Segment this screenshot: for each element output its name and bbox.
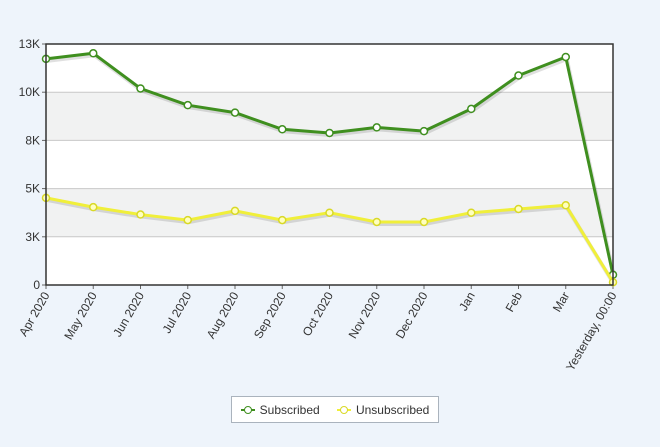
data-point-subscribed [325,128,334,138]
x-tick-label: Jun 2020 [110,289,147,339]
legend-item-subscribed[interactable]: Subscribed [240,402,320,417]
y-tick-label: 0 [33,278,40,292]
data-point-unsubscribed [467,208,476,217]
data-point-subscribed [372,123,381,132]
x-tick-label: Feb [503,289,526,314]
x-tick-label: Sep 2020 [251,289,289,341]
chart-legend: Subscribed Unsubscribed [231,396,439,423]
data-point-unsubscribed [325,208,334,217]
y-tick-label: 3K [25,230,40,244]
data-point-unsubscribed [278,215,287,225]
y-tick-label: 5K [25,182,40,196]
plot-border [45,43,614,286]
x-tick-label: Jul 2020 [160,289,195,336]
y-tick-label: 10K [19,85,40,99]
y-tick-label: 8K [25,133,40,147]
data-point-subscribed [136,84,145,93]
legend-marker-subscribed [240,405,255,415]
data-point-subscribed [419,126,429,136]
data-point-subscribed [467,104,476,114]
x-tick-label: Dec 2020 [393,289,431,341]
data-point-unsubscribed [372,217,381,227]
plot-area [46,44,613,285]
data-point-unsubscribed [561,201,570,210]
data-point-subscribed [561,52,570,62]
x-tick-label: Oct 2020 [300,289,337,338]
legend-item-unsubscribed[interactable]: Unsubscribed [336,402,430,417]
data-point-unsubscribed [419,217,429,227]
x-tick-label: May 2020 [61,289,100,342]
data-point-unsubscribed [230,206,240,216]
legend-label-unsubscribed: Unsubscribed [355,402,430,417]
x-tick-label: Aug 2020 [204,289,242,341]
data-point-unsubscribed [136,210,145,219]
data-point-unsubscribed [183,215,192,225]
data-point-subscribed [514,71,523,80]
x-tick-label: Jan [456,290,478,314]
data-point-unsubscribed [89,202,98,212]
data-point-subscribed [230,108,240,117]
x-tick-label: Yesterday, 00:00 [563,289,620,373]
x-tick-label: Nov 2020 [346,289,384,341]
x-tick-label: Apr 2020 [16,289,53,338]
y-tick-label: 13K [19,37,40,51]
x-tick-label: Mar [550,290,572,315]
legend-marker-unsubscribed [336,405,351,415]
data-point-unsubscribed [514,204,523,214]
legend-label-subscribed: Subscribed [259,402,320,417]
data-point-subscribed [89,49,98,58]
data-point-subscribed [278,125,287,134]
data-point-subscribed [183,100,192,110]
